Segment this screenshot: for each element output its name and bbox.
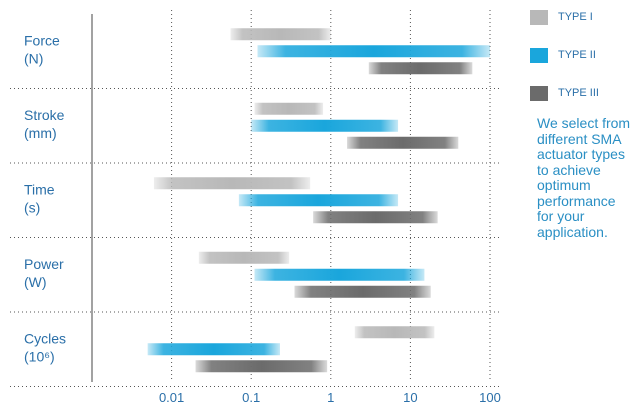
legend-swatch-type-1 <box>530 9 548 25</box>
legend-item-type-3: TYPE III <box>530 84 643 102</box>
range-bar-type-i <box>254 102 324 115</box>
range-bar-type-iii <box>294 285 431 298</box>
category-label-line2: (s) <box>24 199 40 215</box>
note-line: application. <box>537 223 608 240</box>
range-bar-type-iii <box>195 360 328 373</box>
legend-label-type-3: TYPE III <box>558 87 599 99</box>
legend-swatch-type-3 <box>530 85 548 101</box>
x-tick-label: 0.1 <box>242 390 260 405</box>
legend-label-type-2: TYPE II <box>558 49 596 61</box>
note-line: We select from <box>537 115 631 131</box>
range-bar-type-i <box>354 326 435 339</box>
note-line: performance <box>537 192 616 209</box>
category-label-line1: Power <box>24 256 64 272</box>
legend-item-type-1: TYPE I <box>530 8 643 26</box>
legend-item-type-2: TYPE II <box>530 46 643 64</box>
category-label-line1: Stroke <box>24 107 65 123</box>
category-label-line2: (N) <box>24 50 43 66</box>
legend-label-type-1: TYPE I <box>558 11 593 23</box>
category-label-line1: Time <box>24 181 55 197</box>
range-bar-type-i <box>230 28 331 41</box>
range-bar-type-ii <box>257 45 490 58</box>
legend-swatch-type-2 <box>530 47 548 63</box>
x-tick-label: 100 <box>479 390 501 405</box>
note-line: optimum <box>537 177 591 193</box>
note-line: actuator types <box>537 146 625 162</box>
description-note: We select from different SMA actuator ty… <box>537 115 643 240</box>
note-line: for your <box>537 208 585 224</box>
range-bar-type-i <box>198 251 290 264</box>
category-label-line1: Cycles <box>24 330 66 346</box>
note-line: different SMA <box>537 130 622 147</box>
range-bar-type-iii <box>347 136 459 149</box>
category-label-line2: (W) <box>24 274 47 290</box>
range-bar-type-iii <box>368 62 473 75</box>
legend: TYPE I TYPE II TYPE III <box>530 8 643 122</box>
range-bar-type-ii <box>238 194 399 207</box>
note-line: to achieve <box>537 161 601 178</box>
range-bar-type-ii <box>254 268 425 281</box>
range-bar-type-iii <box>313 211 438 224</box>
range-bar-type-ii <box>147 343 280 356</box>
x-tick-label: 1 <box>327 390 334 405</box>
category-label-line2: (10⁶) <box>24 348 55 364</box>
category-label-line2: (mm) <box>24 125 57 141</box>
range-bar-type-i <box>153 177 311 190</box>
category-label-line1: Force <box>24 32 60 48</box>
x-tick-label: 0.01 <box>159 390 184 405</box>
range-bar-type-ii <box>251 119 399 132</box>
x-tick-label: 10 <box>403 390 417 405</box>
